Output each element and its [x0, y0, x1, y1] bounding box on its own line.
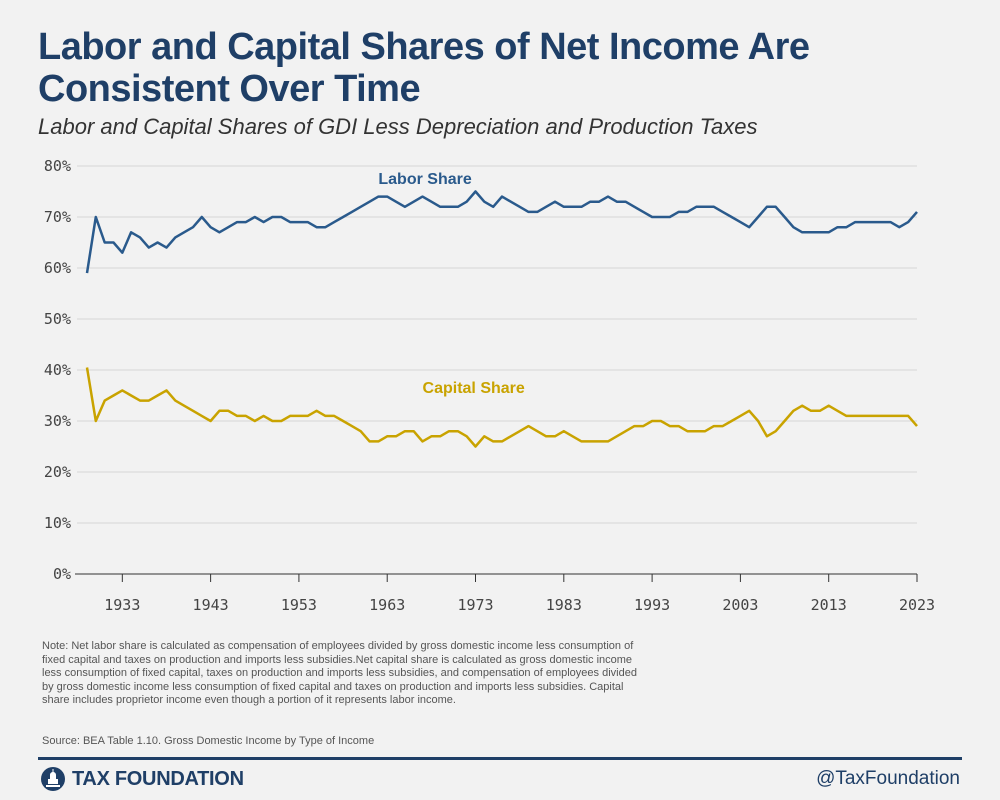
x-tick-label: 1993: [634, 596, 670, 614]
x-tick-label: 2003: [722, 596, 758, 614]
chart-title: Labor and Capital Shares of Net Income A…: [38, 26, 810, 110]
chart-subtitle: Labor and Capital Shares of GDI Less Dep…: [38, 114, 758, 139]
y-tick-label: 70%: [44, 208, 71, 226]
x-tick-label: 1983: [546, 596, 582, 614]
capital-share-line: [85, 367, 918, 448]
line-chart: 0% 10% 20% 30% 40% 50% 60% 70% 80% 1933 1943 1953 1…: [44, 157, 935, 614]
x-tick-label: 2023: [899, 596, 935, 614]
y-tick-label: 60%: [44, 259, 71, 277]
y-tick-label: 0%: [53, 565, 71, 583]
chart-note: Note: Net labor share is calculated as c…: [42, 640, 637, 706]
x-tick-label: 2013: [811, 596, 847, 614]
brand-logo[interactable]: TAX FOUNDATION: [40, 766, 244, 792]
footer-divider: [38, 757, 962, 760]
labor-share-line: [85, 190, 918, 274]
y-tick-label: 80%: [44, 157, 71, 175]
y-tick-label: 40%: [44, 361, 71, 379]
y-tick-label: 20%: [44, 463, 71, 481]
x-tick-label: 1963: [369, 596, 405, 614]
x-tick-label: 1973: [457, 596, 493, 614]
y-tick-label: 50%: [44, 310, 71, 328]
social-handle[interactable]: @TaxFoundation: [816, 768, 960, 789]
y-tick-label: 10%: [44, 514, 71, 532]
x-tick-label: 1943: [193, 596, 229, 614]
chart-source: Source: BEA Table 1.10. Gross Domestic I…: [42, 735, 375, 747]
x-tick-label: 1953: [281, 596, 317, 614]
x-tick-label: 1933: [104, 596, 140, 614]
brand-name: TAX FOUNDATION: [72, 767, 244, 790]
capitol-dome-icon: [41, 767, 65, 791]
labor-share-label: Labor Share: [378, 171, 471, 188]
y-tick-label: 30%: [44, 412, 71, 430]
capital-share-label: Capital Share: [423, 380, 525, 397]
